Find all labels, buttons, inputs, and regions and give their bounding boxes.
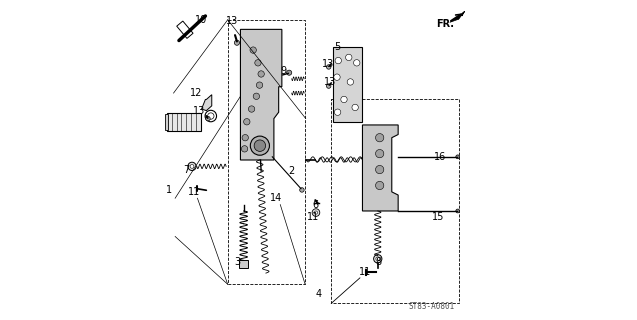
Circle shape — [188, 162, 196, 171]
Text: 7: 7 — [183, 164, 189, 174]
Circle shape — [254, 140, 266, 151]
Text: ST83-A0801: ST83-A0801 — [408, 302, 455, 311]
Circle shape — [250, 47, 256, 53]
Bar — [331, 100, 459, 303]
Text: 12: 12 — [190, 88, 202, 98]
Circle shape — [299, 188, 304, 192]
Text: 16: 16 — [434, 152, 447, 162]
Bar — [176, 21, 193, 38]
Polygon shape — [333, 47, 362, 122]
Circle shape — [206, 116, 210, 121]
Circle shape — [258, 71, 264, 77]
Text: 4: 4 — [315, 289, 322, 299]
Text: 5: 5 — [334, 42, 340, 52]
Text: 13: 13 — [193, 106, 206, 116]
Text: 6: 6 — [312, 200, 318, 210]
Circle shape — [334, 74, 340, 80]
Text: 1: 1 — [166, 185, 172, 195]
Circle shape — [376, 181, 384, 190]
Text: 11: 11 — [188, 187, 201, 197]
Text: 14: 14 — [270, 193, 283, 203]
Circle shape — [242, 134, 248, 141]
Circle shape — [250, 136, 269, 155]
Bar — [240, 260, 248, 268]
Text: 15: 15 — [432, 212, 444, 222]
Circle shape — [253, 93, 259, 100]
Circle shape — [190, 164, 194, 168]
Circle shape — [354, 60, 360, 66]
Polygon shape — [450, 12, 464, 22]
Circle shape — [456, 155, 460, 159]
Circle shape — [456, 209, 460, 213]
Circle shape — [346, 54, 352, 60]
Circle shape — [234, 40, 240, 45]
Bar — [167, 113, 201, 131]
Circle shape — [256, 82, 262, 88]
Circle shape — [327, 65, 331, 69]
Circle shape — [376, 133, 384, 142]
Circle shape — [248, 106, 255, 112]
Circle shape — [334, 109, 341, 116]
Text: 8: 8 — [375, 257, 382, 267]
Text: 2: 2 — [289, 166, 294, 176]
Polygon shape — [362, 125, 398, 211]
Circle shape — [241, 146, 248, 152]
Circle shape — [314, 211, 317, 214]
Text: 11: 11 — [359, 267, 371, 276]
Circle shape — [327, 84, 331, 88]
Circle shape — [335, 57, 341, 64]
Bar — [227, 20, 305, 284]
Text: 3: 3 — [234, 257, 240, 267]
Circle shape — [255, 60, 261, 66]
Circle shape — [243, 119, 250, 125]
Text: 9: 9 — [280, 66, 287, 76]
Circle shape — [341, 96, 347, 103]
Circle shape — [287, 70, 292, 75]
Circle shape — [352, 104, 359, 111]
Text: FR.: FR. — [436, 19, 454, 28]
Text: 13: 13 — [324, 77, 336, 87]
Text: 13: 13 — [322, 60, 334, 69]
Polygon shape — [240, 29, 282, 160]
Bar — [164, 114, 168, 130]
Polygon shape — [201, 95, 211, 111]
Circle shape — [376, 165, 384, 174]
Circle shape — [376, 257, 380, 261]
Text: 10: 10 — [194, 15, 207, 25]
Text: 13: 13 — [226, 16, 239, 27]
Circle shape — [376, 149, 384, 158]
Text: 11: 11 — [307, 212, 320, 222]
Circle shape — [312, 209, 320, 216]
Circle shape — [347, 79, 354, 85]
Circle shape — [374, 255, 382, 263]
